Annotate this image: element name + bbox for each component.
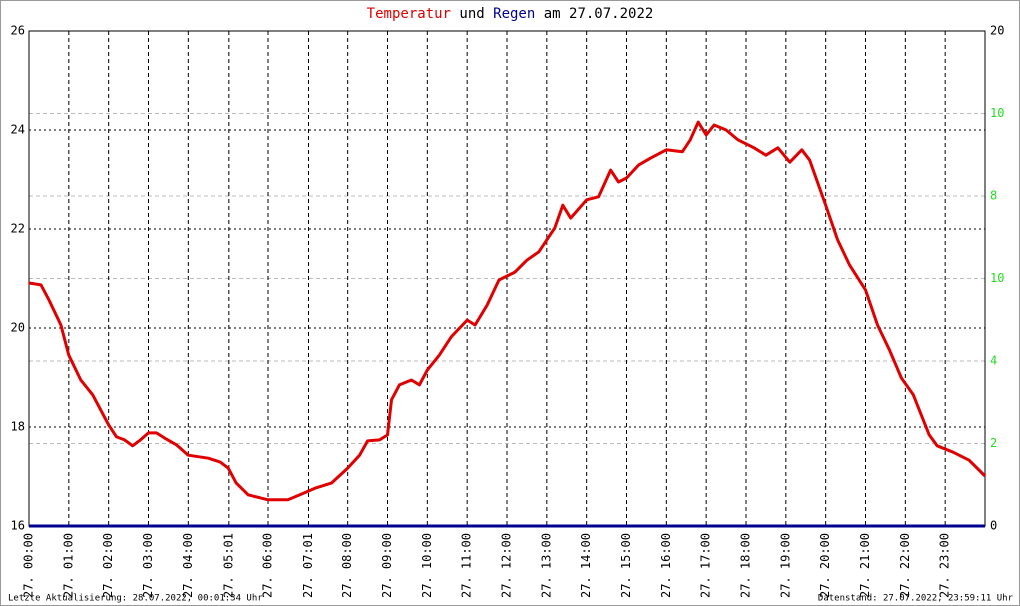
y-tick-label: 16 [11, 519, 25, 533]
x-tick-label: 27. 16:00 [659, 533, 673, 598]
footer-right: Datenstand: 27.07.2022, 23:59:11 Uhr [818, 594, 1014, 604]
chart-title: Temperatur und Regen am 27.07.2022 [367, 6, 654, 22]
x-tick-label: 27. 09:00 [380, 533, 394, 598]
x-tick-label: 27. 02:00 [101, 533, 115, 598]
y-tick-label: 22 [11, 222, 25, 236]
x-tick-label: 27. 17:00 [699, 533, 713, 598]
y-tick-label: 24 [11, 123, 25, 137]
x-tick-label: 27. 19:00 [778, 533, 792, 598]
title-word: und [459, 6, 484, 22]
x-tick-label: 27. 22:00 [898, 533, 912, 598]
x-tick-label: 27. 03:00 [141, 533, 155, 598]
y-tick-label: 20 [11, 321, 25, 335]
y2-tick-label: 0 [990, 519, 997, 533]
x-tick-label: 27. 21:00 [858, 533, 872, 598]
y2-tick-label: 20 [990, 24, 1004, 38]
title-word: Regen [493, 6, 535, 22]
footer-left: Letzte Aktualisierung: 28.07.2022, 00:01… [8, 594, 263, 604]
x-tick-label: 27. 04:00 [181, 533, 195, 598]
x-tick-label: 27. 11:00 [460, 533, 474, 598]
x-tick-label: 27. 05:01 [221, 533, 235, 598]
y-tick-label: 18 [11, 420, 25, 434]
x-tick-label: 27. 10:00 [420, 533, 434, 598]
x-tick-label: 27. 14:00 [579, 533, 593, 598]
x-tick-label: 27. 01:00 [61, 533, 75, 598]
x-tick-label: 27. 18:00 [739, 533, 753, 598]
title-word: Temperatur [367, 6, 451, 22]
series-line [28, 120, 987, 502]
x-tick-label: 27. 23:00 [938, 533, 952, 598]
y2-tick-label: 4 [990, 354, 997, 368]
x-tick-label: 27. 06:00 [261, 533, 275, 598]
y2-tick-label: 2 [990, 436, 997, 450]
y2-tick-label: 10 [990, 271, 1004, 285]
x-tick-label: 27. 13:00 [539, 533, 553, 598]
title-word: am 27.07.2022 [544, 6, 654, 22]
x-tick-label: 27. 00:00 [22, 533, 36, 598]
x-tick-label: 27. 15:00 [619, 533, 633, 598]
y-tick-label: 26 [11, 24, 25, 38]
y2-tick-label: 10 [990, 106, 1004, 120]
x-tick-label: 27. 12:00 [500, 533, 514, 598]
x-tick-label: 27. 08:00 [340, 533, 354, 598]
y2-tick-label: 8 [990, 189, 997, 203]
x-tick-label: 27. 20:00 [818, 533, 832, 598]
x-tick-label: 27. 07:01 [301, 533, 315, 598]
